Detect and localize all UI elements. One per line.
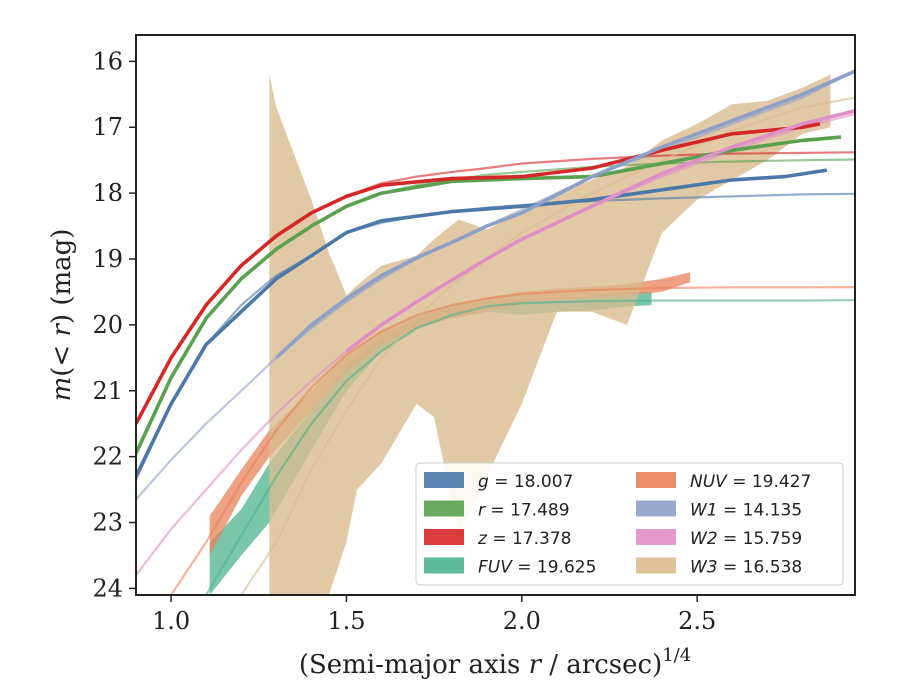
y-tick-label: 23	[92, 509, 123, 537]
legend-value: = 19.625	[512, 558, 597, 578]
model-line-FUV	[205, 299, 855, 595]
legend-swatch-W1	[636, 500, 676, 517]
y-tick-label: 17	[92, 113, 123, 141]
legend-swatch-NUV	[636, 472, 676, 488]
legend-name: W2	[690, 529, 718, 549]
legend-value: = 17.489	[485, 501, 570, 521]
legend-value: = 16.538	[718, 558, 803, 578]
legend-label-FUV: FUV = 19.625	[478, 558, 596, 578]
y-tick-label: 21	[92, 377, 123, 405]
legend-label-W3: W3 = 16.538	[690, 558, 802, 578]
legend-swatch-W2	[636, 529, 676, 545]
x-tick-label: 2.0	[503, 607, 541, 635]
legend-label-NUV: NUV = 19.427	[690, 472, 811, 492]
y-tick-label: 24	[92, 574, 123, 602]
legend-name: r	[478, 501, 486, 521]
legend-value: = 19.427	[727, 472, 812, 492]
x-tick-label: 1.5	[327, 607, 365, 635]
model-line-NUV	[170, 286, 855, 595]
legend-name: W3	[690, 558, 718, 578]
observed-line-z	[136, 122, 821, 425]
observed-curves	[136, 69, 855, 478]
y-tick-label: 16	[92, 47, 123, 75]
legend-label-z: z = 17.378	[477, 529, 571, 549]
x-axis-label: (Semi-major axis r / arcsec)1/4	[299, 645, 691, 680]
y-tick-label: 18	[92, 179, 123, 207]
plot-frame	[135, 34, 856, 596]
x-axis-label-exponent: 1/4	[662, 645, 691, 666]
legend-label-r: r = 17.489	[478, 501, 570, 521]
legend-box	[415, 462, 844, 586]
x-axis-label-open: (Semi-major axis	[299, 650, 529, 680]
legend-name: z	[477, 529, 488, 549]
y-axis-label-unit: ) (mag)	[47, 229, 77, 325]
legend-name: g	[478, 472, 489, 492]
legend-swatch-r	[424, 500, 464, 517]
legend-swatch-FUV	[424, 557, 464, 574]
observed-line-W1	[275, 69, 855, 360]
legend-swatch-W3	[636, 557, 676, 574]
x-axis-ticks: 1.0 1.5 2.0 2.5	[152, 595, 716, 635]
legend-name: FUV	[478, 558, 513, 578]
legend-value: = 18.007	[489, 472, 574, 492]
legend-label-g: g = 18.007	[478, 472, 573, 492]
legend-name: W1	[690, 501, 718, 521]
x-axis-label-close: / arcsec)	[541, 650, 662, 680]
x-tick-label: 1.0	[152, 607, 190, 635]
y-axis-label-r: r	[47, 323, 77, 337]
legend-swatch-z	[424, 529, 464, 545]
y-axis-label-m: m	[47, 377, 77, 402]
y-tick-label: 22	[92, 443, 123, 471]
legend-label-W1: W1 = 14.135	[690, 501, 802, 521]
observed-line-g	[136, 168, 828, 478]
legend-swatch-g	[424, 472, 464, 488]
legend-label-W2: W2 = 15.759	[690, 529, 802, 549]
observed-line-W2	[345, 109, 855, 353]
legend-name: NUV	[690, 472, 728, 492]
legend-value: = 15.759	[718, 529, 803, 549]
legend-value: = 17.378	[487, 529, 572, 549]
y-axis-label-paren: (<	[47, 337, 77, 377]
x-axis-label-var: r	[529, 650, 543, 680]
y-axis-label: m(< r) (mag)	[47, 229, 77, 402]
x-tick-label: 2.5	[678, 607, 716, 635]
y-tick-label: 19	[92, 245, 123, 273]
y-tick-label: 20	[92, 311, 123, 339]
y-axis-ticks: 16 17 18 19 20 21 22 23 24	[92, 47, 136, 602]
legend-value: = 14.135	[718, 501, 803, 521]
band-W3	[269, 74, 831, 595]
